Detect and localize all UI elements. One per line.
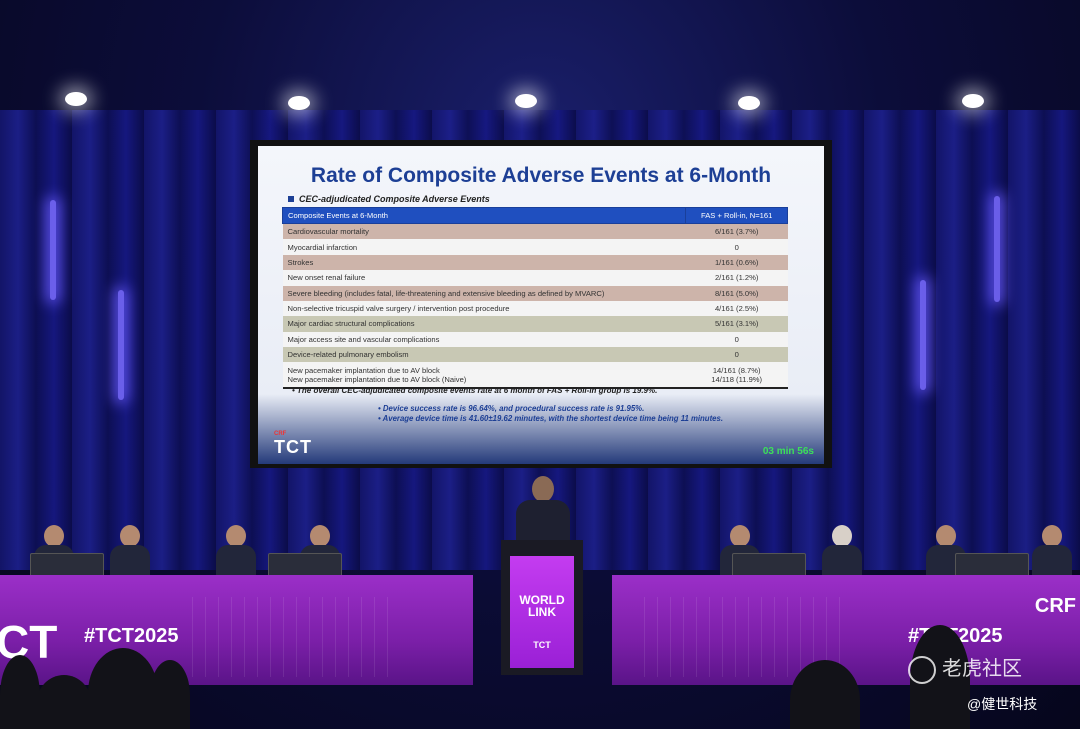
community-logo-icon (908, 655, 936, 684)
table-row: New pacemaker implantation due to AV blo… (282, 362, 788, 389)
table-row: Myocardial infarction 0 (282, 239, 788, 255)
table-row: Device-related pulmonary embolism 0 (282, 347, 788, 363)
table-header-events: Composite Events at 6-Month (281, 207, 687, 224)
presentation-slide: Rate of Composite Adverse Events at 6-Mo… (258, 146, 824, 464)
uplight (920, 280, 926, 390)
laptop (268, 553, 342, 577)
bridge-graphic (180, 597, 400, 677)
laptop (30, 553, 104, 577)
uplight (50, 200, 56, 300)
table-row: New onset renal failure 2/161 (1.2%) (282, 270, 788, 286)
slide-note: • The overall CEC-adjudicated composite … (292, 386, 658, 395)
laptop (955, 553, 1029, 577)
bullet-square-icon (288, 196, 294, 202)
presentation-timer: 03 min 56s (762, 446, 814, 457)
ceiling-light (288, 96, 310, 110)
podium-panel: WORLD LINK TCT (510, 556, 574, 668)
uplight (994, 196, 1000, 302)
table-header-group: FAS + Roll-in, N=161 (685, 207, 788, 224)
watermark: 老虎社区 (908, 652, 1022, 684)
table-row: Cardiovascular mortality 6/161 (3.7%) (282, 223, 788, 240)
watermark: @健世科技 (967, 696, 1038, 712)
laptop (732, 553, 806, 577)
ceiling-light (962, 94, 984, 108)
tct-logo: CRF TCT (274, 431, 312, 457)
table-row: Major cardiac structural complications 5… (282, 316, 788, 332)
audience-member (790, 660, 860, 729)
audience-member (88, 648, 158, 729)
desk-hashtag: #TCT2025 (84, 625, 179, 647)
table-row: Strokes 1/161 (0.6%) (282, 254, 788, 271)
panelist (214, 525, 258, 577)
adverse-events-table: Composite Events at 6-Month FAS + Roll-i… (281, 207, 788, 389)
slide-subtitle: CEC-adjudicated Composite Adverse Events (288, 194, 490, 204)
panelist (1030, 525, 1074, 577)
uplight (118, 290, 124, 400)
projection-screen: Rate of Composite Adverse Events at 6-Mo… (250, 140, 832, 468)
slide-highlight-notes: • Device success rate is 96.64%, and pro… (378, 404, 724, 423)
desk-logo-crf: CRF (1034, 595, 1076, 617)
panelist (108, 525, 152, 577)
ceiling-light (515, 94, 537, 108)
audience-member (0, 655, 40, 729)
table-row: Severe bleeding (includes fatal, life-th… (282, 285, 788, 301)
ceiling-light (65, 92, 87, 106)
audience-member (36, 675, 92, 729)
table-row: Major access site and vascular complicat… (282, 331, 788, 347)
table-row: Non-selective tricuspid valve surgery / … (282, 300, 788, 317)
ceiling-light (738, 96, 760, 110)
podium: WORLD LINK TCT (501, 540, 583, 675)
audience-member (150, 660, 190, 729)
slide-title: Rate of Composite Adverse Events at 6-Mo… (310, 164, 772, 187)
panel-desk-left: CT #TCT2025 (0, 575, 473, 685)
panelist (820, 525, 864, 577)
speaker (512, 476, 572, 544)
